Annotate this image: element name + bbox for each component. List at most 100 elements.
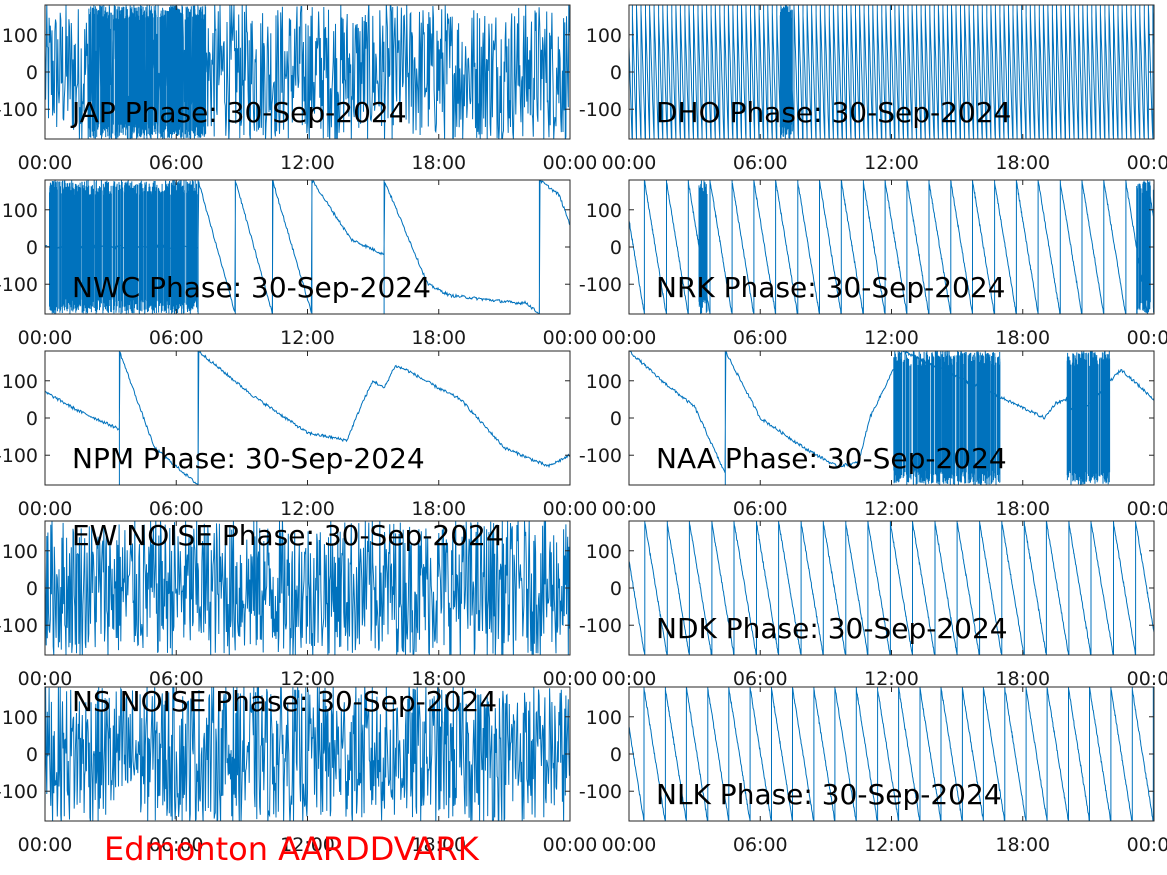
x-tick-label: 06:00 [149,834,204,856]
phase-trace [45,521,570,655]
phase-panel: -100 0 100 00:00 06:00 12:00 18:00 00:00 NAA Pha… [579,350,1167,520]
x-tick-label: 00:00 [1127,668,1167,690]
y-tick-label: 0 [610,237,622,259]
y-tick-label: -100 [0,445,38,467]
panel-title: NWC Phase: 30-Sep-2024 [72,271,431,304]
x-tick-label: 00:00 [543,668,598,690]
x-tick-label: 06:00 [149,668,204,690]
x-tick-label: 00:00 [543,152,598,174]
x-tick-label: 18:00 [411,327,466,349]
panel-grid: -100 0 100 00:00 06:00 12:00 18:00 00:00 JAP Pha… [0,4,1167,856]
x-tick-label: 18:00 [411,498,466,520]
x-tick-label: 06:00 [733,327,788,349]
x-tick-label: 00:00 [18,327,73,349]
x-tick-label: 00:00 [18,152,73,174]
phase-panel: -100 0 100 00:00 06:00 12:00 18:00 00:00 NS NOIS… [0,685,598,856]
x-tick-label: 00:00 [602,498,657,520]
x-tick-label: 12:00 [280,152,335,174]
panel-title: JAP Phase: 30-Sep-2024 [70,96,407,129]
x-tick-label: 18:00 [995,152,1050,174]
x-tick-label: 00:00 [1127,152,1167,174]
phase-trace [629,180,1154,314]
plot-area [45,351,570,485]
plot-area [629,687,1154,821]
y-tick-label: 0 [610,744,622,766]
x-tick-label: 06:00 [733,498,788,520]
phase-panel: -100 0 100 00:00 06:00 12:00 18:00 00:00 NRK Pha… [579,179,1167,349]
y-tick-label: -100 [579,274,622,296]
x-tick-label: 12:00 [280,668,335,690]
x-tick-label: 00:00 [18,668,73,690]
x-tick-label: 12:00 [864,327,919,349]
phase-panel: -100 0 100 00:00 06:00 12:00 18:00 00:00 NPM Pha… [0,350,598,520]
y-tick-label: -100 [0,615,38,637]
y-tick-label: 100 [2,707,38,729]
x-tick-label: 00:00 [602,668,657,690]
x-tick-label: 00:00 [543,834,598,856]
y-tick-label: 0 [610,578,622,600]
panel-title: NS NOISE Phase: 30-Sep-2024 [72,685,497,718]
x-tick-label: 12:00 [280,498,335,520]
phase-trace [45,180,570,314]
x-tick-label: 00:00 [18,834,73,856]
x-tick-label: 12:00 [864,152,919,174]
phase-panel: -100 0 100 00:00 06:00 12:00 18:00 00:00 EW NOIS… [0,519,598,690]
panel-title: NAA Phase: 30-Sep-2024 [656,442,1007,475]
panel-title: NDK Phase: 30-Sep-2024 [656,612,1008,645]
phase-panel: -100 0 100 00:00 06:00 12:00 18:00 00:00 NWC Pha… [0,179,597,349]
phase-trace [45,5,570,139]
station-footer: Edmonton AARDDVARK [104,830,480,868]
x-tick-label: 00:00 [602,327,657,349]
y-tick-label: -100 [579,781,622,803]
x-tick-label: 00:00 [1127,327,1167,349]
y-tick-label: -100 [579,615,622,637]
y-tick-label: 0 [26,578,38,600]
y-tick-label: -100 [0,781,38,803]
y-tick-label: 0 [610,408,622,430]
panel-title: EW NOISE Phase: 30-Sep-2024 [72,519,504,552]
y-tick-label: 100 [2,25,38,47]
phase-trace [629,351,1154,485]
phase-panel: -100 0 100 00:00 06:00 12:00 18:00 00:00 JAP Pha… [0,4,598,174]
panel-title: NRK Phase: 30-Sep-2024 [656,271,1005,304]
panel-title: NLK Phase: 30-Sep-2024 [656,778,1002,811]
x-tick-label: 06:00 [733,834,788,856]
y-tick-label: 0 [26,408,38,430]
x-tick-label: 18:00 [411,668,466,690]
x-tick-label: 18:00 [995,327,1050,349]
phase-trace [629,521,1154,655]
phase-trace [629,5,1154,139]
x-tick-label: 00:00 [18,498,73,520]
y-tick-label: 100 [2,200,38,222]
y-tick-label: 100 [586,25,622,47]
x-tick-label: 12:00 [864,668,919,690]
x-tick-label: 00:00 [543,498,598,520]
x-tick-label: 00:00 [602,152,657,174]
y-tick-label: -100 [0,99,38,121]
x-tick-label: 18:00 [995,668,1050,690]
y-tick-label: 100 [2,541,38,563]
y-tick-label: -100 [579,445,622,467]
x-tick-label: 00:00 [1127,498,1167,520]
x-tick-label: 18:00 [411,152,466,174]
plot-area [629,521,1154,655]
x-tick-label: 06:00 [733,152,788,174]
y-tick-label: -100 [579,99,622,121]
x-tick-label: 06:00 [149,498,204,520]
y-tick-label: 100 [586,371,622,393]
x-tick-label: 00:00 [1127,834,1167,856]
x-tick-label: 18:00 [995,834,1050,856]
panel-title: DHO Phase: 30-Sep-2024 [656,96,1011,129]
x-tick-label: 18:00 [411,834,466,856]
x-tick-label: 12:00 [864,498,919,520]
y-tick-label: 0 [26,744,38,766]
plot-area [629,180,1154,314]
y-tick-label: 100 [586,707,622,729]
phase-trace [45,351,570,485]
x-tick-label: 18:00 [995,498,1050,520]
y-tick-label: 100 [586,200,622,222]
y-tick-label: 0 [26,237,38,259]
x-tick-label: 12:00 [864,834,919,856]
y-tick-label: 0 [26,62,38,84]
